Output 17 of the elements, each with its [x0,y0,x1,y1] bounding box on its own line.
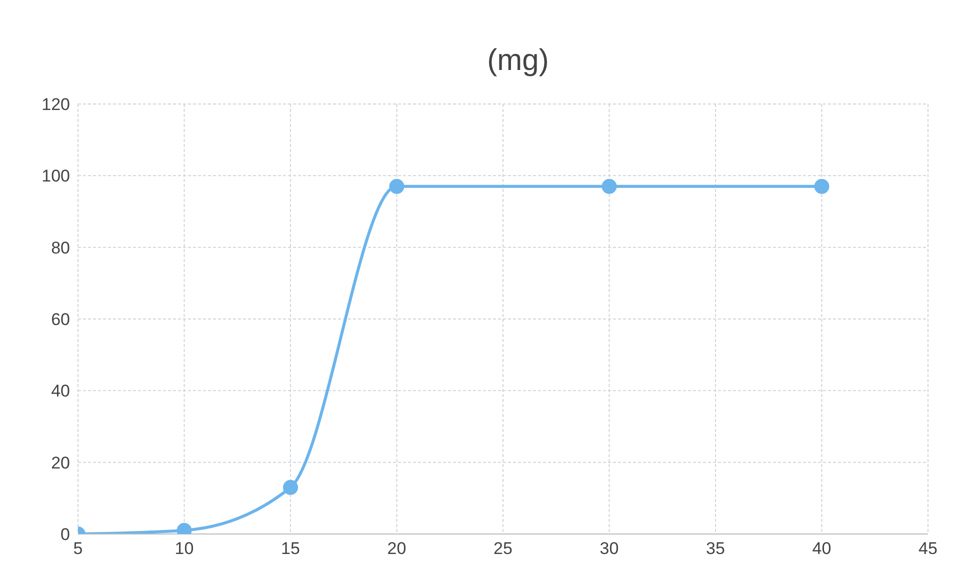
x-tick-label: 10 [174,539,194,558]
y-tick-label: 40 [51,382,70,401]
x-tick-label: 25 [494,539,512,558]
y-tick-label: 20 [51,453,70,472]
x-tick-label: 30 [600,539,619,558]
x-tick-label: 15 [281,539,300,558]
y-tick-label: 0 [60,525,70,544]
y-tick-label: 120 [42,95,70,114]
y-tick-label: 100 [42,166,70,186]
x-tick-label: 40 [812,539,832,558]
y-tick-label: 80 [51,238,70,258]
x-tick-label: 35 [706,539,725,558]
x-tick-label: 5 [73,539,83,558]
chart-title: (mg) [486,43,550,79]
x-tick-label: 45 [918,539,938,558]
x-tick-label: 20 [387,539,406,558]
y-tick-label: 60 [51,310,70,330]
